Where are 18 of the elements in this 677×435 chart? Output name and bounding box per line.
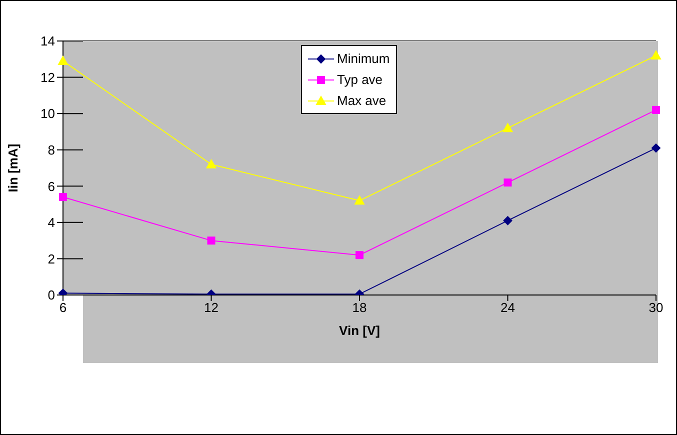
- y-tick-label: 6: [48, 178, 55, 194]
- y-tick-label: 14: [40, 34, 55, 49]
- x-tick-label: 6: [59, 300, 67, 316]
- y-tick-label: 2: [48, 251, 55, 266]
- y-tick-label: 4: [48, 215, 55, 230]
- y-tick-label: 10: [40, 106, 55, 122]
- y-axis-title: Iin [mA]: [6, 144, 21, 192]
- x-tick-label: 18: [352, 300, 367, 316]
- legend-label: Minimum: [337, 51, 390, 66]
- x-tick-label: 30: [648, 300, 664, 316]
- y-tick-label: 12: [40, 70, 55, 85]
- legend-label: Max ave: [337, 93, 386, 108]
- x-axis-title: Vin [V]: [339, 323, 380, 338]
- x-tick-label: 24: [500, 300, 515, 316]
- y-tick-label: 8: [48, 142, 55, 158]
- x-tick-label: 12: [204, 300, 218, 316]
- legend-label: Typ ave: [337, 72, 383, 87]
- y-tick-label: 0: [48, 288, 55, 303]
